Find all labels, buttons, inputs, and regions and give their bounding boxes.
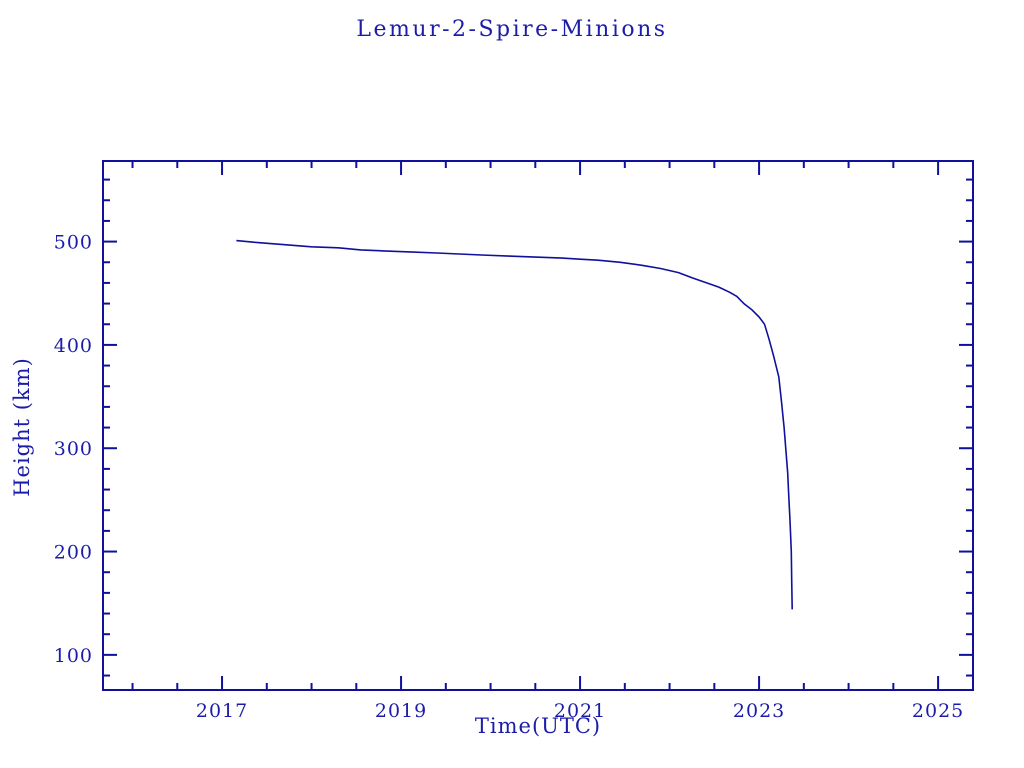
y-tick-label: 200 — [54, 542, 93, 564]
chart-title: Lemur-2-Spire-Minions — [356, 17, 668, 42]
x-axis-label: Time(UTC) — [474, 714, 602, 738]
decay-curve — [236, 239, 793, 610]
y-tick-label: 300 — [54, 438, 93, 460]
y-tick-label: 400 — [54, 335, 93, 357]
y-axis-label: Height (km) — [10, 357, 34, 497]
y-tick-label: 100 — [54, 645, 93, 667]
x-tick-label: 2023 — [733, 700, 785, 722]
plot-frame — [102, 160, 974, 691]
x-tick-label: 2019 — [375, 700, 427, 722]
y-tick-label: 500 — [54, 232, 93, 254]
x-tick-label: 2021 — [554, 700, 606, 722]
x-tick-label: 2025 — [912, 700, 964, 722]
x-tick-label: 2017 — [196, 700, 248, 722]
